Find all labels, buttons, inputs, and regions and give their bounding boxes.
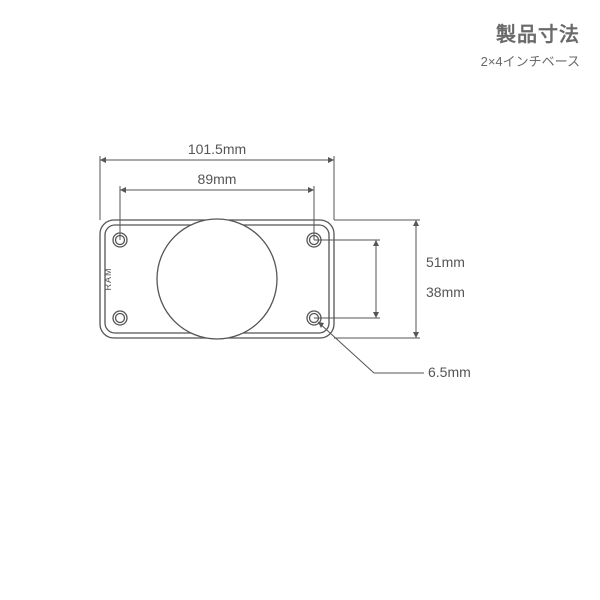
page-subtitle: 2×4インチベース [481,51,580,70]
page-title: 製品寸法 [481,18,580,47]
svg-text:101.5mm: 101.5mm [188,141,246,157]
svg-text:89mm: 89mm [198,171,237,187]
svg-text:38mm: 38mm [426,284,465,300]
dimension-diagram: RAM 101.5mm 89mm 51mm 38mm 6.5mm [40,130,560,490]
header: 製品寸法 2×4インチベース [481,18,580,70]
svg-text:51mm: 51mm [426,254,465,270]
svg-text:RAM: RAM [103,268,113,291]
svg-text:6.5mm: 6.5mm [428,364,471,380]
